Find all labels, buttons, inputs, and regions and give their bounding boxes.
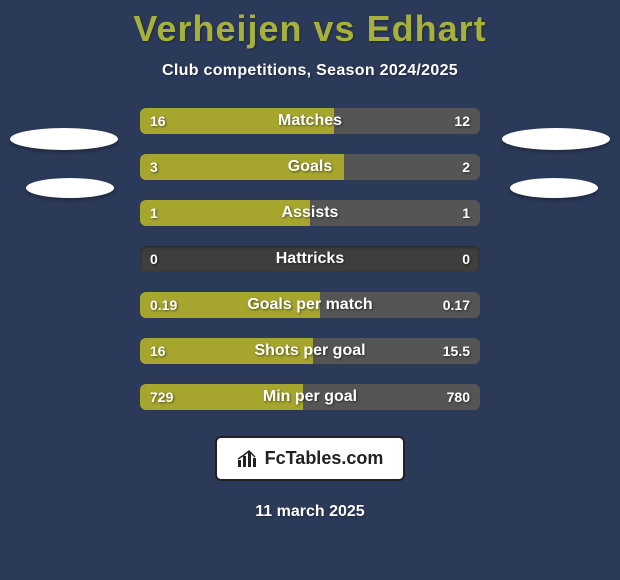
stat-bar-track: Assists11 xyxy=(140,200,480,226)
stat-bar-right xyxy=(310,200,480,226)
stat-bar-track: Shots per goal1615.5 xyxy=(140,338,480,364)
stat-bar-left xyxy=(140,154,344,180)
footer-date: 11 march 2025 xyxy=(255,503,364,521)
stat-bar-right xyxy=(334,108,480,134)
stat-row: Goals per match0.190.17 xyxy=(0,292,620,318)
stat-bar-left xyxy=(140,108,334,134)
watermark-badge: FcTables.com xyxy=(215,436,406,481)
side-oval xyxy=(26,178,114,198)
stat-row: Shots per goal1615.5 xyxy=(0,338,620,364)
stat-bar-left xyxy=(140,200,310,226)
stat-bar-right xyxy=(313,338,480,364)
stats-container: Matches1612 Goals32 Assists11 Hattricks0 0 Go… xyxy=(0,108,620,410)
stat-bar-track: Min per goal729780 xyxy=(140,384,480,410)
stat-value-left: 0 xyxy=(150,246,158,272)
subtitle: Club competitions, Season 2024/2025 xyxy=(162,62,458,80)
title-player-left: Verheijen xyxy=(133,8,302,49)
stat-bar-track: Matches1612 xyxy=(140,108,480,134)
title-vs: vs xyxy=(314,8,356,49)
stat-row: Hattricks0 0 xyxy=(0,246,620,272)
stat-bar-track: Goals32 xyxy=(140,154,480,180)
stat-bar-left xyxy=(140,384,303,410)
stat-row: Assists11 xyxy=(0,200,620,226)
stat-bar-track: Goals per match0.190.17 xyxy=(140,292,480,318)
stat-row: Matches1612 xyxy=(0,108,620,134)
stat-bar-right xyxy=(303,384,480,410)
stat-bar-right xyxy=(344,154,480,180)
stat-bar-right xyxy=(320,292,480,318)
stat-value-right: 0 xyxy=(462,246,470,272)
title-player-right: Edhart xyxy=(367,8,487,49)
stat-row: Min per goal729780 xyxy=(0,384,620,410)
page-title: Verheijen vs Edhart xyxy=(133,8,486,50)
stat-row: Goals32 xyxy=(0,154,620,180)
page-root: Verheijen vs Edhart Club competitions, S… xyxy=(0,0,620,580)
stat-label: Hattricks xyxy=(140,246,480,272)
stat-bar-track: Hattricks0 0 xyxy=(140,246,480,272)
side-oval xyxy=(510,178,598,198)
watermark-text: FcTables.com xyxy=(265,448,384,469)
stat-bar-left xyxy=(140,338,313,364)
bar-chart-icon xyxy=(237,450,259,468)
stat-bar-left xyxy=(140,292,320,318)
